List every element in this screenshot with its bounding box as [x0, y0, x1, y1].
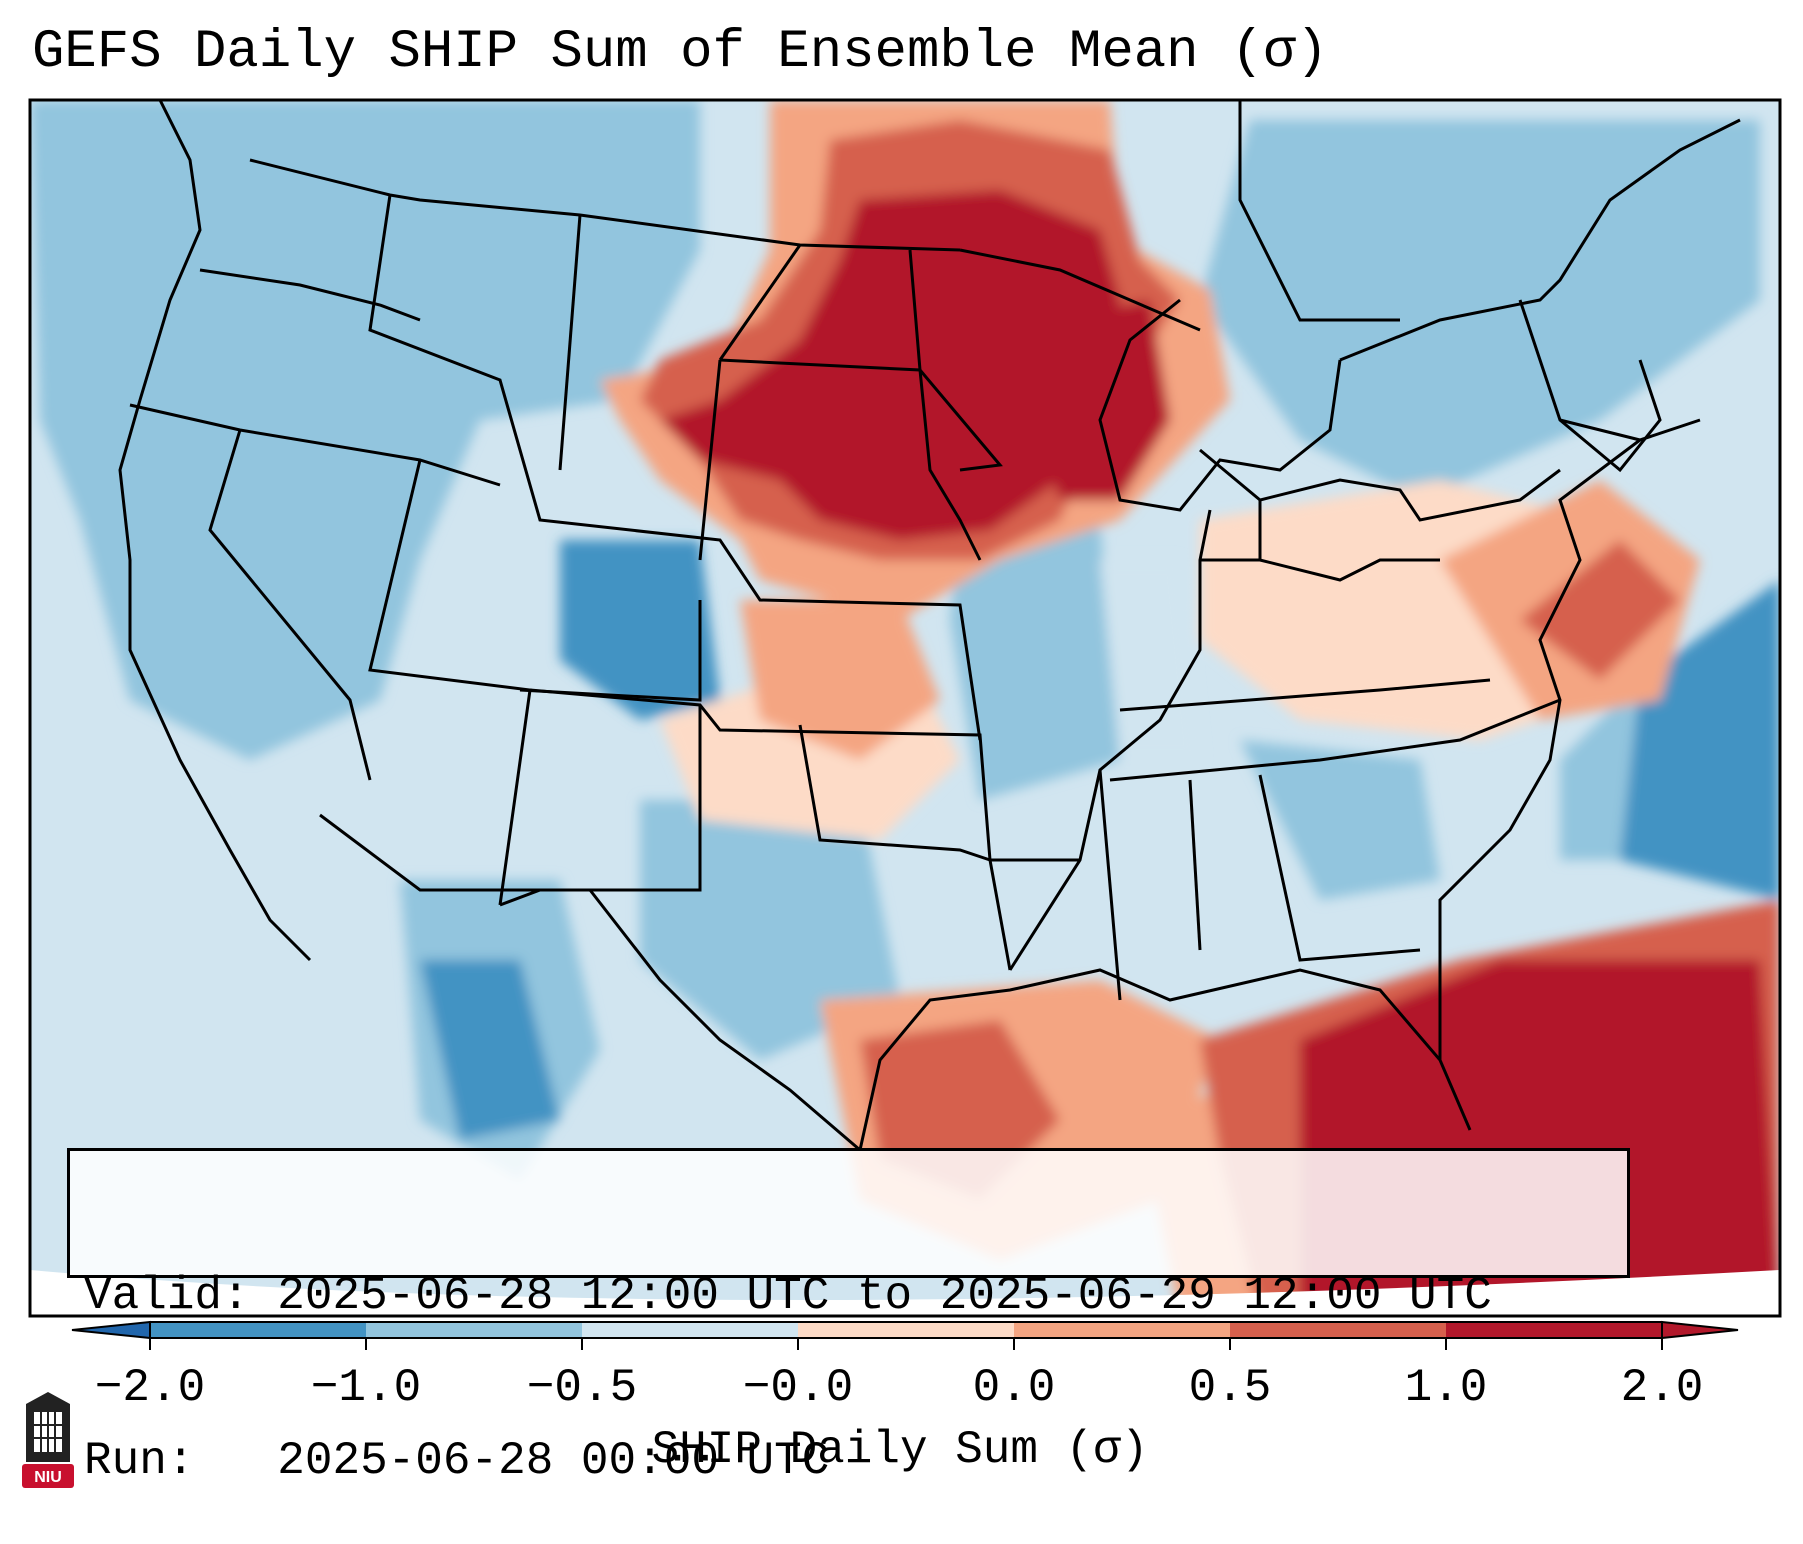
colorbar-extend-high [1661, 1320, 1739, 1340]
colorbar-segment [1446, 1322, 1663, 1338]
pacific-coastline [118, 100, 312, 962]
colorbar-tick-label: 1.0 [1404, 1362, 1488, 1414]
northwest-low-area [400, 110, 650, 260]
colorbar-tick-label: −2.0 [94, 1362, 206, 1414]
colorbar-segment [1014, 1322, 1231, 1338]
texas-low-area [640, 800, 900, 1060]
northern-plains-high-area [660, 190, 1120, 540]
colorbar-tick-label: −1.0 [310, 1362, 422, 1414]
west-low-area [30, 100, 700, 760]
colorbar-segment [1230, 1322, 1447, 1338]
colorbar-segment [582, 1322, 799, 1338]
valid-line: Valid: 2025-06-28 12:00 UTC to 2025-06-2… [84, 1269, 1613, 1324]
colorbar-segment [798, 1322, 1015, 1338]
colorbar-tick-label: 0.5 [1188, 1362, 1272, 1414]
run-label: Run: [84, 1435, 195, 1487]
chart-title: GEFS Daily SHIP Sum of Ensemble Mean (σ) [32, 22, 1329, 83]
gulf-coastline [858, 968, 1472, 1151]
mississippi-valley-low-area [950, 520, 1120, 800]
run-line: Run: 2025-06-28 00:00 UTC [84, 1434, 1613, 1489]
colorbar-segment [150, 1322, 367, 1338]
valid-label: Valid: [84, 1270, 250, 1322]
colorbar-label: SHIP Daily Sum (σ) [651, 1424, 1149, 1476]
colorbar [71, 1320, 1739, 1350]
colorado-low-area [560, 540, 720, 720]
out-of-domain [30, 1270, 1780, 1316]
state-line-oregon [129, 403, 501, 487]
colorbar-tick-label: 0.0 [972, 1362, 1056, 1414]
boundaries [118, 100, 1741, 1152]
northeast-low-area [1200, 120, 1760, 500]
colorbar-segment [366, 1322, 583, 1338]
colorbar-tick-label: −0.5 [526, 1362, 638, 1414]
map-frame [28, 98, 1782, 1318]
valid-value: 2025-06-28 12:00 UTC to 2025-06-29 12:00… [277, 1270, 1492, 1322]
niu-logo: NIU [22, 1392, 74, 1488]
valid-run-info: Valid: 2025-06-28 12:00 UTC to 2025-06-2… [67, 1148, 1630, 1487]
logo-text: NIU [34, 1469, 62, 1486]
colorbar-tick-label: 2.0 [1620, 1362, 1704, 1414]
colorbar-tick-label: −0.0 [742, 1362, 854, 1414]
colorbar-frame [149, 1321, 1663, 1339]
run-value: 2025-06-28 00:00 UTC [277, 1435, 830, 1487]
atlantic-coastline [1438, 418, 1701, 1060]
canada-border [249, 158, 961, 252]
rio-grande [588, 889, 861, 1152]
carolinas-low-area [1240, 740, 1440, 900]
atlantic-low-area [1620, 580, 1780, 900]
mexico-lower-area [420, 960, 560, 1140]
